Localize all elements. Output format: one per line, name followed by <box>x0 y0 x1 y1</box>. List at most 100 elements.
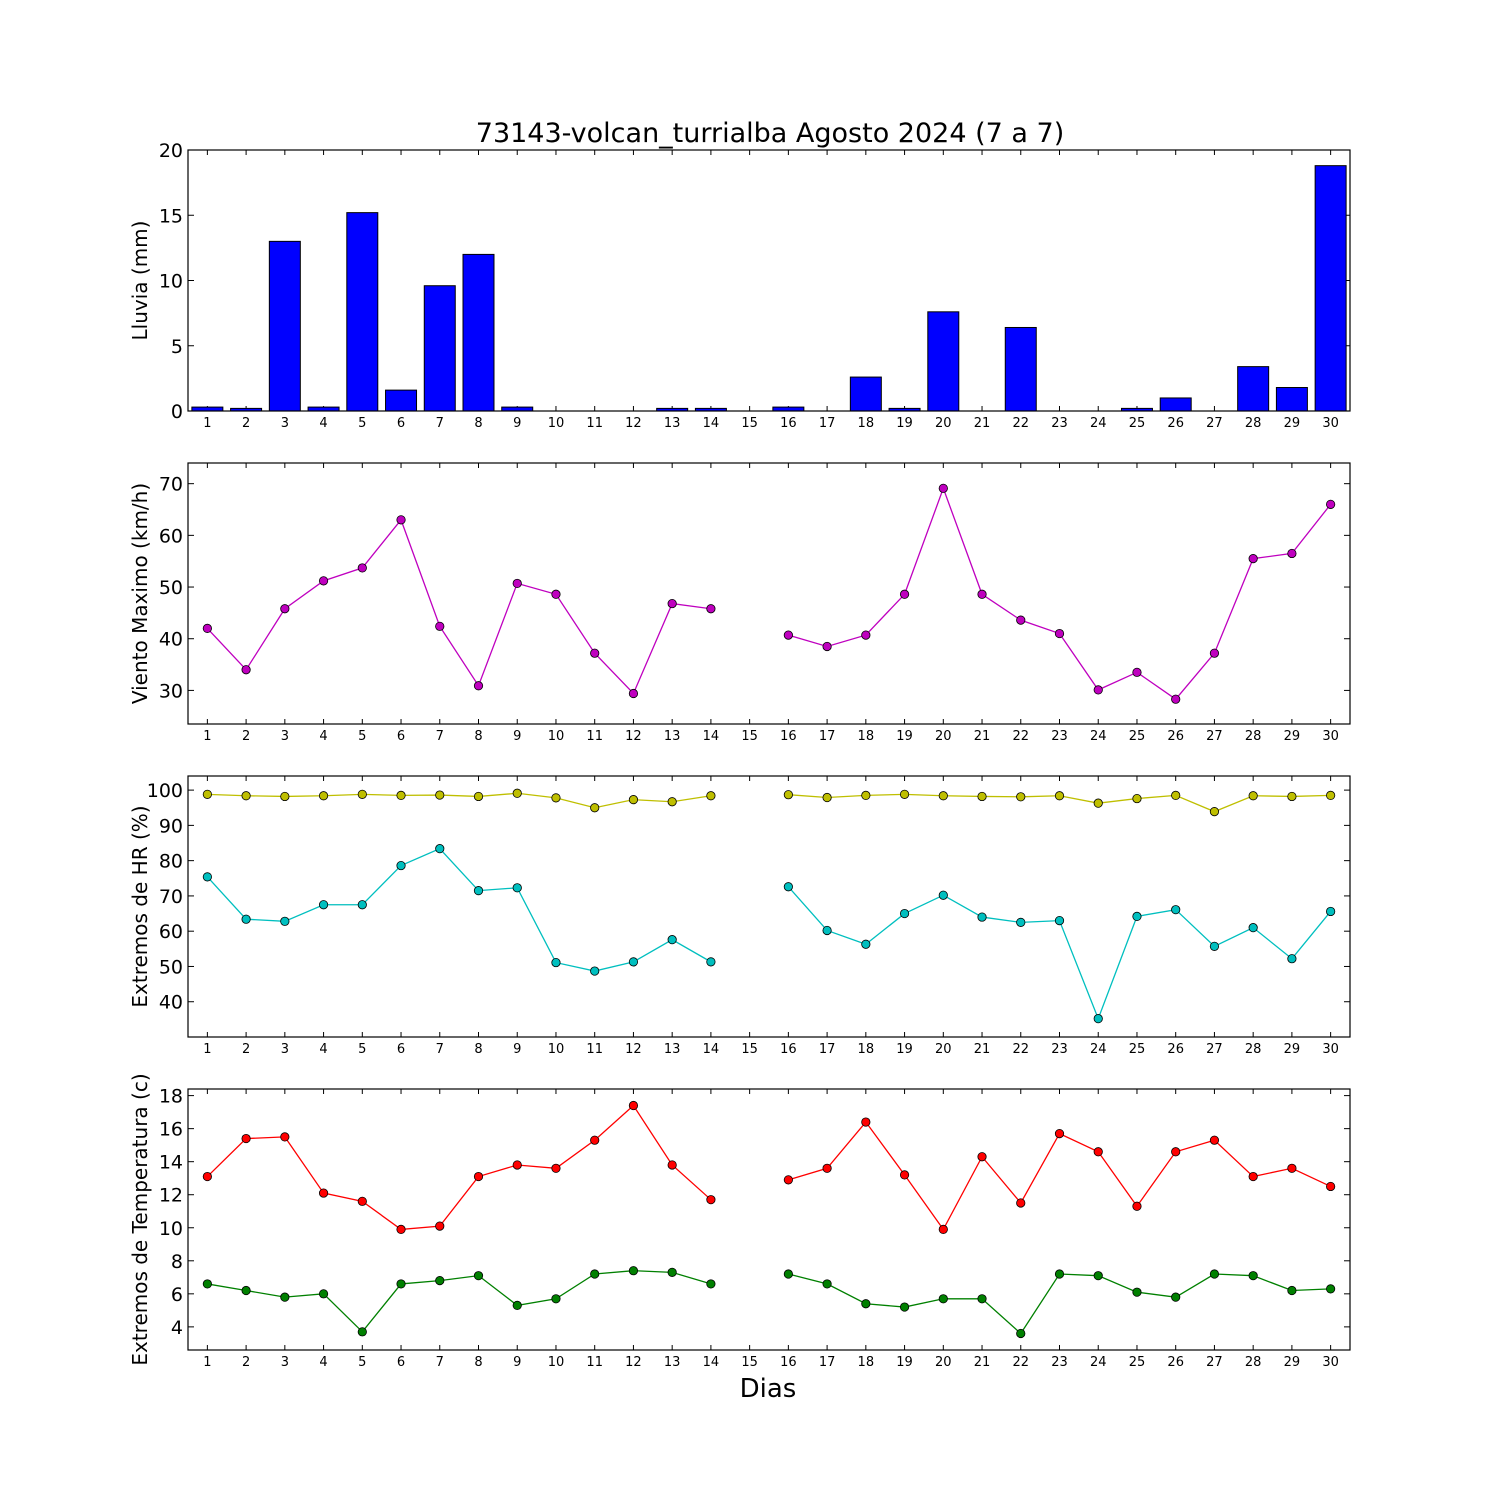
x-tick-label: 19 <box>896 1355 913 1370</box>
series-2-point-day-27 <box>1209 941 1220 951</box>
series-1-point-day-9 <box>512 788 522 798</box>
series-1-point-day-10 <box>551 1163 561 1173</box>
y-tick-label: 8 <box>171 1251 183 1273</box>
y-tick-label: 60 <box>159 525 183 547</box>
series-2-point-day-23 <box>1054 1269 1065 1279</box>
x-tick-label: 11 <box>586 1355 603 1370</box>
x-tick-label: 23 <box>1051 1355 1068 1370</box>
x-tick-label: 18 <box>858 1355 875 1370</box>
x-tick-label: 13 <box>664 1355 681 1370</box>
x-tick-label: 17 <box>819 729 836 744</box>
x-tick-label: 6 <box>397 729 405 744</box>
series-2-point-day-1 <box>202 872 212 882</box>
series-1-point-day-24 <box>1093 685 1103 695</box>
x-tick-label: 14 <box>703 729 720 744</box>
y-tick-label: 70 <box>159 886 183 908</box>
series-2-point-day-13 <box>667 935 677 945</box>
x-tick-label: 22 <box>1012 1355 1029 1370</box>
x-tick-label: 13 <box>664 729 681 744</box>
x-tick-label: 3 <box>281 416 289 431</box>
series-1-point-day-29 <box>1287 548 1297 559</box>
x-tick-label: 26 <box>1167 1355 1184 1370</box>
x-tick-label: 13 <box>664 1042 681 1057</box>
x-tick-label: 28 <box>1245 416 1262 431</box>
series-1-point-day-26 <box>1171 1147 1181 1157</box>
chart-title: 73143-volcan_turrialba Agosto 2024 (7 a … <box>476 118 1064 149</box>
series-2-point-day-12 <box>628 957 639 967</box>
series-2-point-day-24 <box>1093 1014 1103 1024</box>
series-1-line <box>207 792 711 809</box>
x-tick-label: 23 <box>1051 1042 1068 1057</box>
series-2-point-day-25 <box>1132 1287 1142 1297</box>
series-2-point-day-14 <box>706 1279 716 1289</box>
series-1-point-day-8 <box>473 1171 484 1182</box>
series-1-point-day-21 <box>977 589 987 599</box>
x-tick-label: 21 <box>974 416 991 431</box>
series-1-point-day-19 <box>899 1170 910 1180</box>
series-2-point-day-5 <box>357 1327 367 1337</box>
series-2-point-day-18 <box>861 1299 871 1309</box>
series-2-point-day-9 <box>512 883 522 893</box>
x-tick-label: 20 <box>935 1042 952 1057</box>
x-tick-label: 6 <box>397 1355 405 1370</box>
series-2-point-day-22 <box>1016 917 1026 927</box>
x-tick-label: 26 <box>1167 729 1184 744</box>
series-1-point-day-9 <box>512 578 522 589</box>
series-1-point-day-21 <box>977 791 987 802</box>
y-tick-label: 6 <box>171 1284 183 1306</box>
bar-day-22 <box>1004 326 1037 412</box>
x-tick-label: 2 <box>242 416 250 431</box>
series-1-point-day-14 <box>706 791 716 801</box>
series-1-point-day-12 <box>628 688 639 699</box>
bar-day-26 <box>1159 397 1192 412</box>
x-tick-label: 15 <box>741 729 758 744</box>
series-2-line <box>206 847 712 972</box>
series-2-point-day-26 <box>1171 905 1181 915</box>
series-2-point-day-4 <box>318 1289 329 1299</box>
series-1-point-day-4 <box>318 791 329 801</box>
x-tick-label: 4 <box>319 416 327 431</box>
series-1-point-day-5 <box>357 563 367 573</box>
x-tick-label: 25 <box>1129 729 1146 744</box>
x-tick-label: 29 <box>1284 729 1301 744</box>
x-tick-label: 7 <box>436 416 444 431</box>
series-2-point-day-28 <box>1248 1271 1258 1281</box>
x-tick-label: 29 <box>1284 1355 1301 1370</box>
x-tick-label: 6 <box>397 1042 405 1057</box>
series-2-point-day-30 <box>1326 1284 1336 1294</box>
bar-day-3 <box>268 240 301 412</box>
x-tick-label: 16 <box>780 1042 797 1057</box>
series-2-point-day-29 <box>1287 1285 1297 1296</box>
x-tick-label: 9 <box>513 416 521 431</box>
x-tick-label: 20 <box>935 729 952 744</box>
y-tick-label: 80 <box>159 851 183 873</box>
series-1-line <box>206 1104 712 1231</box>
y-tick-label: 15 <box>159 205 183 227</box>
x-tick-label: 9 <box>513 729 521 744</box>
x-tick-label: 12 <box>625 1355 642 1370</box>
series-1-point-day-24 <box>1093 798 1103 808</box>
series-2-point-day-24 <box>1093 1271 1103 1281</box>
x-tick-label: 1 <box>203 416 211 431</box>
bar-day-5 <box>346 212 379 412</box>
x-tick-label: 26 <box>1167 1042 1184 1057</box>
x-tick-label: 29 <box>1284 1042 1301 1057</box>
x-tick-label: 25 <box>1129 1042 1146 1057</box>
x-tick-label: 16 <box>780 1355 797 1370</box>
x-tick-label: 10 <box>548 1042 565 1057</box>
x-tick-label: 22 <box>1012 416 1029 431</box>
x-tick-label: 4 <box>319 729 327 744</box>
series-2-point-day-10 <box>551 957 561 968</box>
y-tick-label: 70 <box>159 474 183 496</box>
x-tick-label: 18 <box>858 729 875 744</box>
series-2-point-day-29 <box>1287 954 1297 964</box>
series-1-point-day-13 <box>667 1160 677 1170</box>
series-1-point-day-11 <box>590 1135 600 1145</box>
series-2-point-day-13 <box>667 1267 677 1277</box>
x-tick-label: 1 <box>203 1355 211 1370</box>
x-tick-label: 21 <box>974 1355 991 1370</box>
series-1-point-day-2 <box>241 665 251 675</box>
series-1-point-day-20 <box>938 1224 948 1235</box>
x-tick-label: 3 <box>281 1355 289 1370</box>
series-2-point-day-26 <box>1171 1292 1181 1302</box>
